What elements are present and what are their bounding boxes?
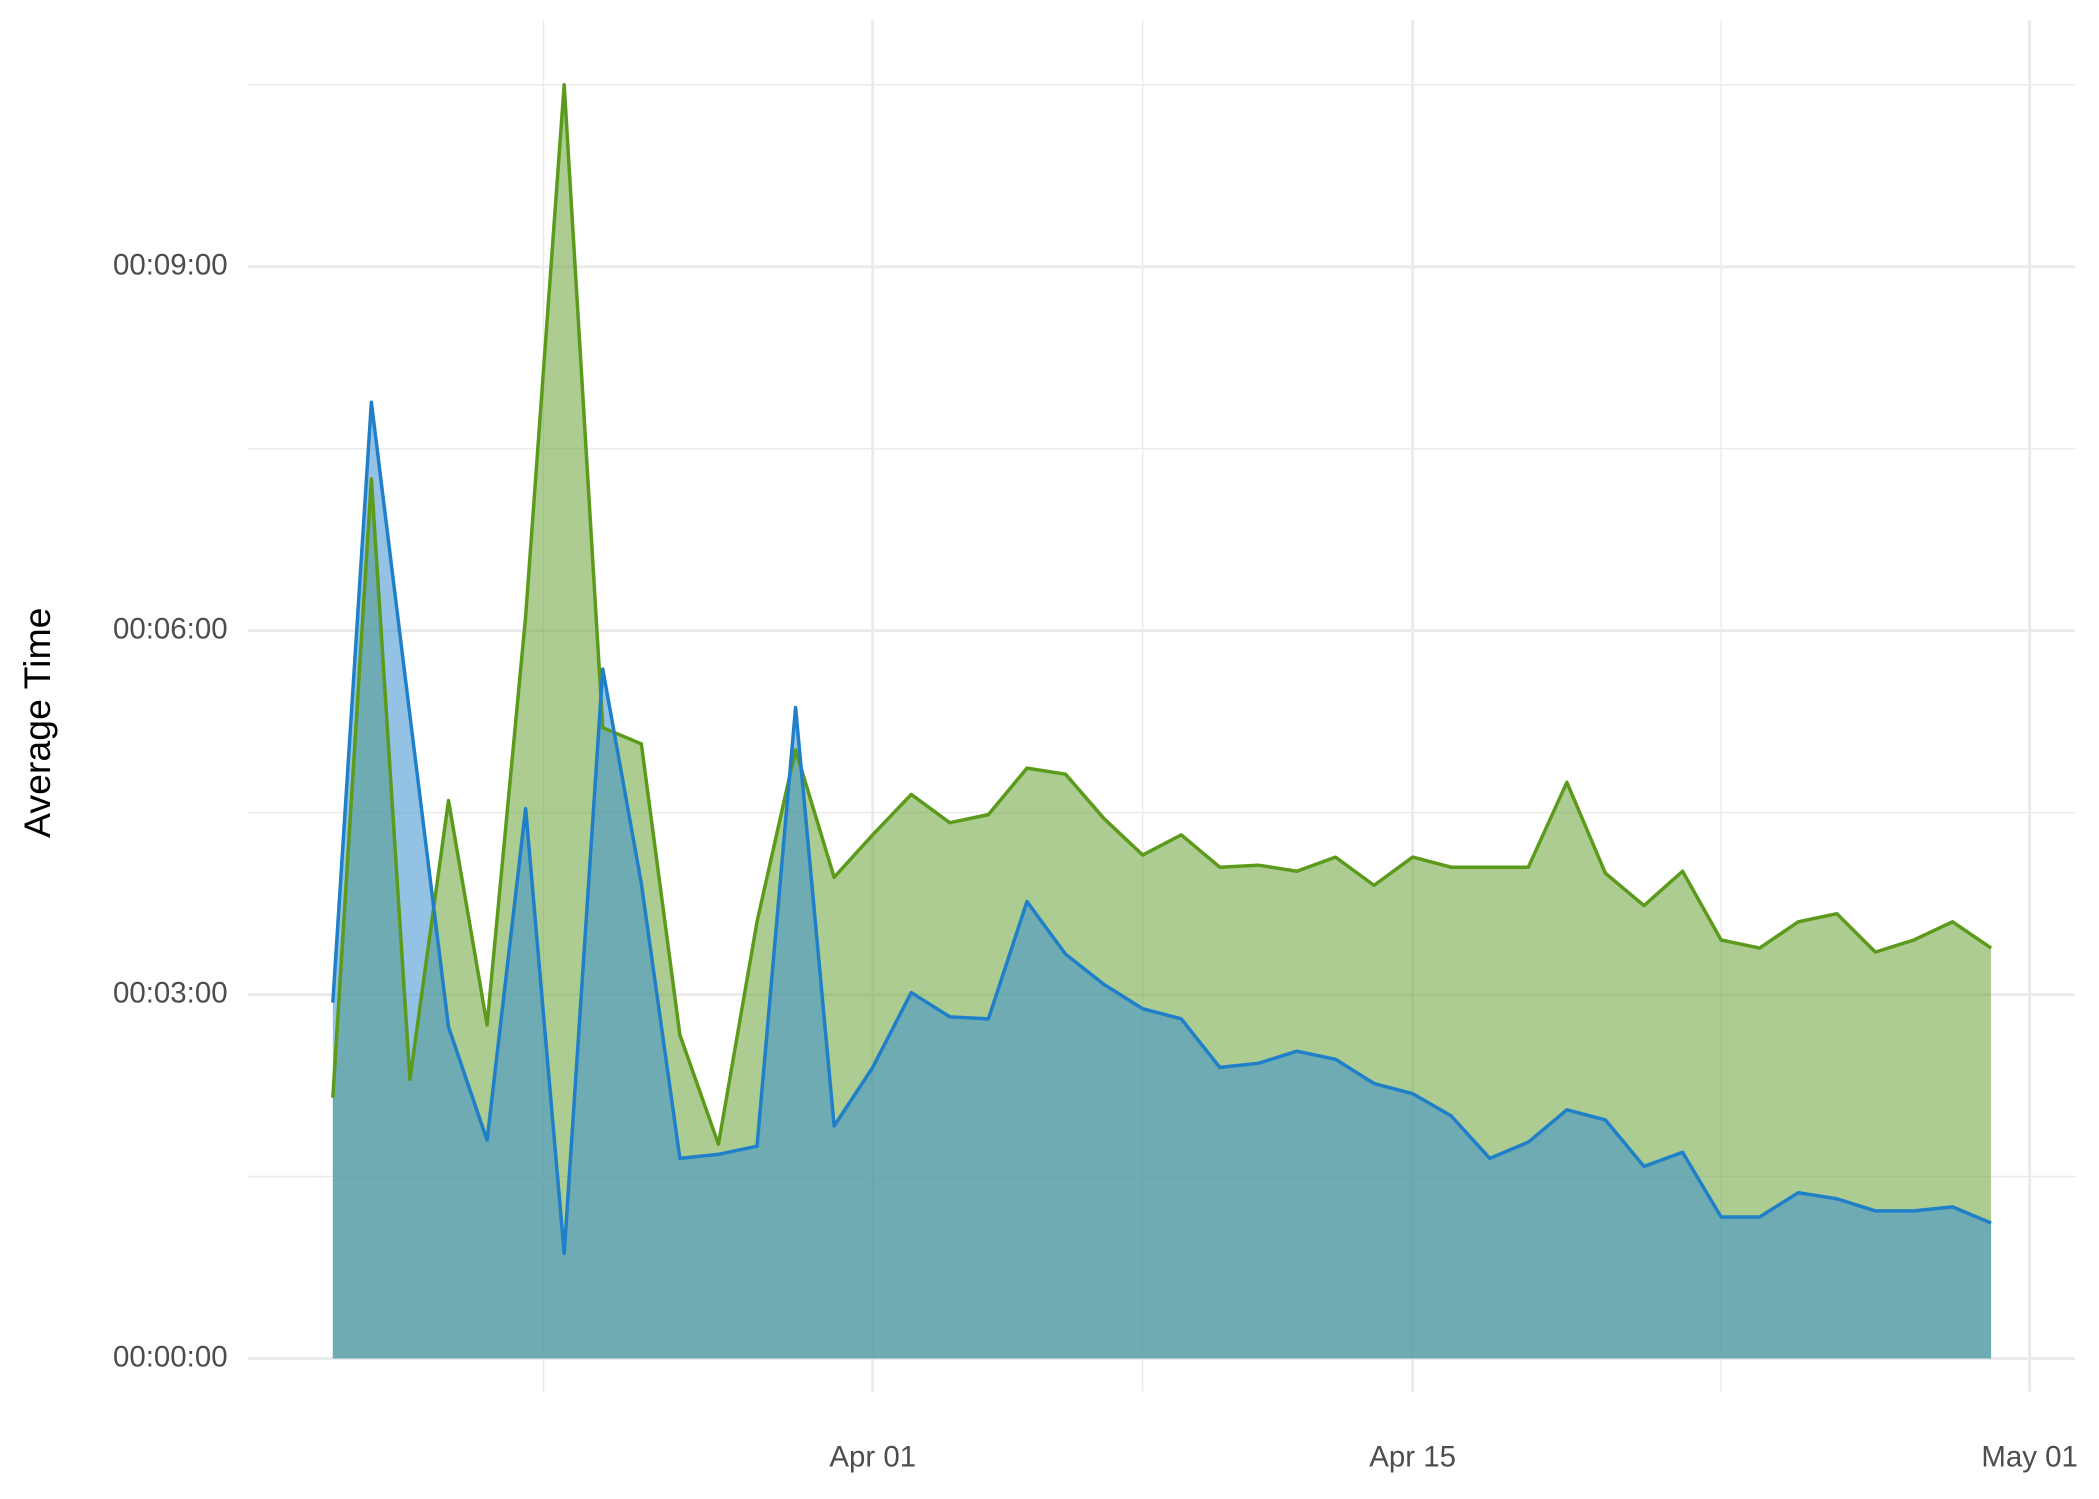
y-axis-title: Average Time [16, 608, 58, 838]
area-fill [332, 84, 1992, 1359]
series-line [331, 400, 1992, 1256]
y-tick-label: 00:09:00 [113, 249, 228, 282]
x-tick-label: Apr 01 [829, 1441, 916, 1474]
x-tick-label: May 01 [1981, 1441, 2078, 1474]
y-tick-label: 00:00:00 [113, 1340, 228, 1373]
y-tick-label: 00:03:00 [113, 976, 228, 1009]
y-tick-label: 00:06:00 [113, 612, 228, 645]
x-tick-label: Apr 15 [1369, 1441, 1456, 1474]
area-fill [332, 402, 1992, 1359]
series-line [331, 83, 1993, 1146]
